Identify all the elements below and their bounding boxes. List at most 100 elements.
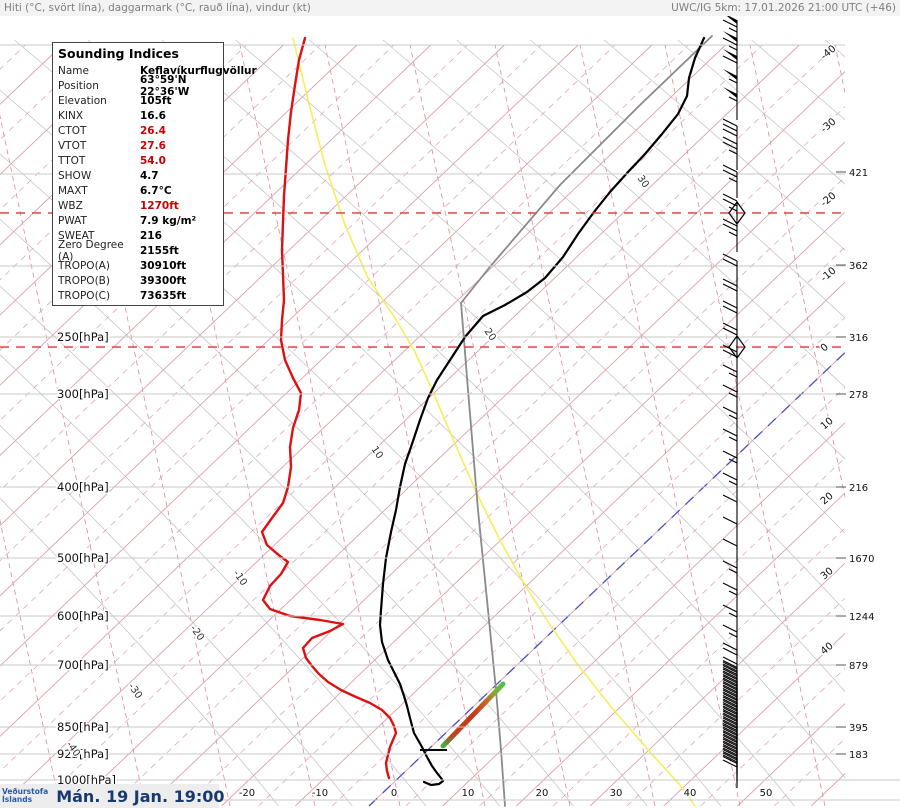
- wind-barb-feather: [722, 716, 738, 724]
- dry-adiabat-line: [0, 424, 353, 807]
- wind-barb-feather: [722, 717, 738, 726]
- isotherm-line: [737, 702, 845, 807]
- wind-barb-halffeather: [728, 78, 738, 84]
- wind-barb: [723, 87, 738, 120]
- wind-barb-feather: [722, 128, 738, 137]
- index-label: TROPO(C): [58, 289, 111, 302]
- wind-barb-feather: [722, 756, 738, 764]
- wind-barb-feather: [722, 169, 738, 178]
- index-label: PWAT: [58, 214, 87, 227]
- isotherm-dashed-line: [258, 246, 845, 807]
- index-row: Position 63°59'N 22°36'W: [53, 74, 223, 98]
- wind-barb-feather: [722, 118, 738, 127]
- wind-barb-feather: [722, 714, 738, 722]
- wind-barb-feather: [722, 695, 738, 703]
- dry-adiabat-line: [0, 354, 427, 807]
- isotherm-temp-label-right: 40: [819, 641, 836, 658]
- wind-barb-feather: [722, 759, 738, 768]
- wind-barb-halffeather: [728, 206, 738, 212]
- index-value: 16.6: [140, 109, 166, 122]
- wind-barb-feather: [722, 55, 738, 64]
- wind-barb-feather: [722, 668, 738, 677]
- wind-barb-halffeather: [728, 612, 738, 618]
- isotherm-temp-label-right: 10: [819, 416, 836, 433]
- index-row: TROPO(A) 30910ft: [53, 258, 223, 273]
- dry-adiabat-line: [309, 39, 845, 534]
- isotherm-line: [0, 44, 505, 527]
- wind-barb-feather: [722, 707, 738, 715]
- aux-yellow-curve: [292, 37, 696, 807]
- zero-isotherm-line: [368, 351, 845, 807]
- wind-barb-feather: [722, 710, 738, 719]
- dry-adiabat-line: [0, 497, 279, 807]
- isotherm-line: [442, 422, 845, 807]
- mixing-ratio-line: [409, 44, 571, 807]
- top-info-bar: Hiti (°C, svört lína), daggarmark (°C, r…: [0, 0, 900, 16]
- wind-barb-feather: [722, 218, 738, 227]
- wind-barb-feather: [722, 560, 738, 569]
- wind-barb-feather: [722, 721, 738, 729]
- wind-barb-feather: [722, 642, 738, 651]
- wind-barb-pennant: [723, 87, 737, 98]
- vedurstofa-logo-text: Veðurstofa Íslands: [2, 787, 49, 804]
- model-run-text: UWC/IG 5km: 17.01.2026 21:00 UTC (+46): [671, 2, 896, 14]
- height-label: 395: [849, 723, 868, 734]
- wind-barb-feather: [722, 679, 738, 687]
- isotherm-temp-label-diagonal: 20: [482, 326, 498, 343]
- wind-barb-feather: [722, 749, 738, 757]
- wind-barb-feather: [722, 223, 738, 232]
- lifted-parcel-gradient-segment: [440, 681, 506, 749]
- wind-barb-halffeather: [728, 27, 738, 33]
- pressure-axis-label: 700[hPa]: [57, 658, 109, 672]
- dry-adiabat-line: [161, 39, 845, 693]
- wind-barb: [722, 118, 738, 152]
- wind-barb-feather: [722, 283, 738, 292]
- wind-barb-pennant: [723, 49, 737, 60]
- index-label: TTOT: [58, 154, 86, 167]
- index-value: 6.7°C: [140, 184, 172, 197]
- isotherm-dashed-line: [774, 738, 845, 807]
- legend-text: Hiti (°C, svört lína), daggarmark (°C, r…: [4, 2, 311, 14]
- wind-barb-feather: [722, 667, 738, 675]
- wind-barb-feather: [722, 730, 738, 738]
- wind-barb-pennant: [723, 31, 737, 42]
- tropopause-diamond: [728, 334, 746, 360]
- index-value: 27.6: [140, 139, 166, 152]
- isotherm-temp-label-right: -20: [819, 190, 839, 209]
- wind-barb-feather: [722, 691, 738, 700]
- index-row: Elevation 105ft: [53, 93, 223, 108]
- dry-adiabat-line: [382, 39, 845, 460]
- wind-barb-halffeather: [728, 414, 738, 420]
- wind-barb-feather: [722, 37, 738, 46]
- isotherm-temp-label-bottom: -10: [312, 788, 328, 799]
- isotherm-temp-label-right: -30: [819, 116, 839, 135]
- index-value: 1270ft: [140, 199, 179, 212]
- wind-barb: [722, 754, 738, 788]
- isotherm-dashed-line: [331, 316, 845, 807]
- index-label: SWEAT: [58, 229, 95, 242]
- index-row: VTOT 27.6: [53, 138, 223, 153]
- isotherm-line: [73, 71, 845, 807]
- wind-barb-feather: [722, 428, 738, 437]
- isotherm-temp-label-diagonal: -20: [188, 623, 206, 643]
- isotherm-dashed-line: [37, 44, 837, 807]
- footer-bar: Veðurstofa Íslands Mán. 19 Jan. 19:00: [0, 784, 225, 808]
- wind-barb-feather: [722, 672, 738, 680]
- wind-barb-feather: [722, 744, 738, 752]
- wind-barb-feather: [722, 696, 738, 705]
- wind-barb: [722, 164, 738, 198]
- wind-barb-feather: [722, 709, 738, 717]
- wind-barb-feather: [722, 700, 738, 708]
- height-label: 1244: [849, 612, 874, 623]
- dewpoint-curve: [260, 36, 398, 780]
- isotherm-line: [885, 45, 900, 806]
- wind-barb-pennant: [723, 69, 737, 80]
- wind-barb-halffeather: [728, 177, 738, 183]
- wind-barb-halffeather: [728, 392, 738, 398]
- isotherm-dashed-line: [0, 44, 763, 772]
- wind-barb: [722, 624, 738, 658]
- isotherm-line: [0, 44, 800, 807]
- wind-barb-feather: [722, 327, 738, 336]
- index-row: TROPO(C) 73635ft: [53, 288, 223, 303]
- index-label: Name: [58, 64, 89, 77]
